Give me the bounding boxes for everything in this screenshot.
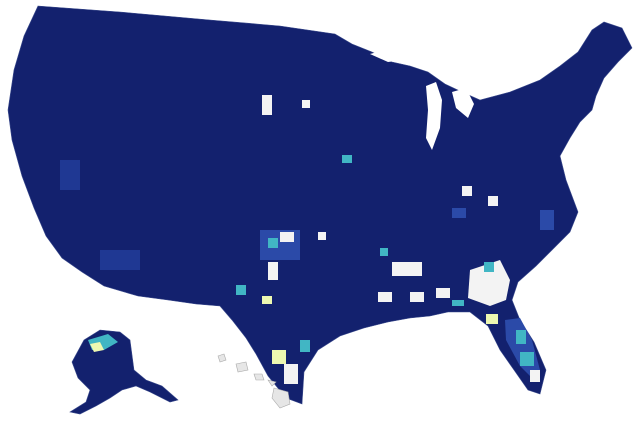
lake-michigan [426,82,442,150]
county-patches [60,95,554,384]
hawaii [217,353,291,409]
lake-huron [452,88,474,118]
alaska-patch-2 [90,342,104,352]
contiguous-us [7,5,633,405]
lake-superior [370,46,420,62]
